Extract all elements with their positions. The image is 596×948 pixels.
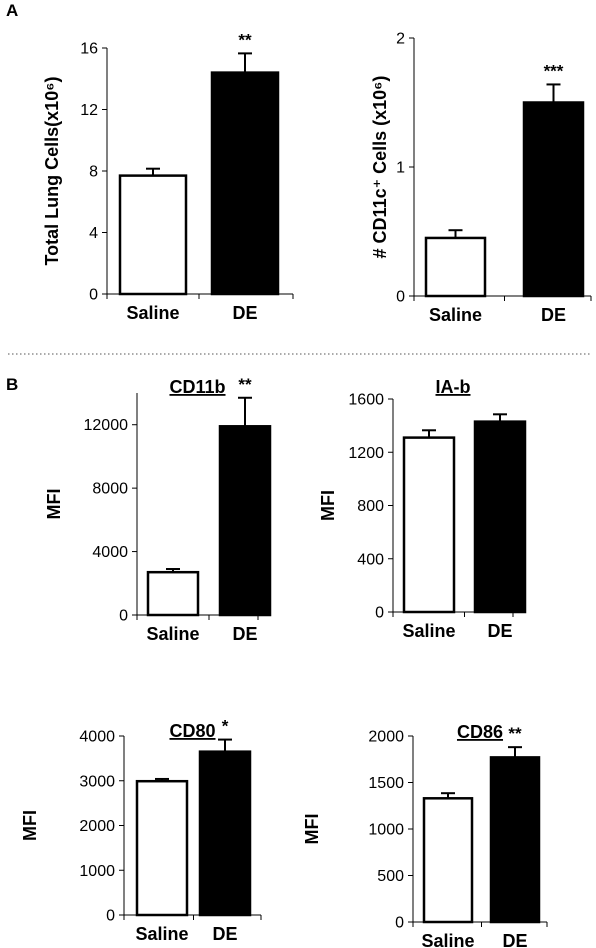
y-tick-label: 4000 bbox=[79, 729, 115, 746]
y-tick-label: 16 bbox=[80, 41, 98, 58]
y-tick-label: 1200 bbox=[348, 445, 384, 462]
y-tick-label: 12000 bbox=[84, 417, 129, 434]
x-tick-label: Saline bbox=[421, 931, 474, 948]
significance-label: ** bbox=[238, 30, 252, 49]
chart-1: 0 4 8 12 16 Saline ** DE Total Lung Cells(x10⁶) bbox=[42, 30, 294, 323]
bar-saline bbox=[402, 436, 456, 614]
y-axis-title: Total Lung Cells(x10⁶) bbox=[42, 77, 62, 266]
y-tick-label: 1500 bbox=[368, 775, 404, 792]
x-tick-label: DE bbox=[232, 624, 257, 644]
y-tick-label: 8000 bbox=[92, 481, 128, 498]
significance-label: *** bbox=[544, 61, 564, 80]
chart-title: CD80 bbox=[169, 721, 215, 741]
y-tick-label: 1600 bbox=[348, 392, 384, 409]
y-tick-label: 0 bbox=[396, 289, 405, 306]
bar-de bbox=[522, 101, 585, 298]
bar-saline bbox=[146, 570, 200, 617]
x-tick-label: Saline bbox=[402, 621, 455, 641]
x-tick-label: DE bbox=[541, 305, 566, 325]
x-tick-label: DE bbox=[212, 924, 237, 944]
y-tick-label: 400 bbox=[357, 551, 384, 568]
bar-de bbox=[489, 756, 541, 924]
significance-label: * bbox=[222, 717, 229, 736]
bar-de bbox=[473, 420, 527, 614]
x-tick-label: DE bbox=[487, 621, 512, 641]
y-tick-label: 4 bbox=[89, 225, 98, 242]
y-tick-label: 500 bbox=[377, 868, 404, 885]
y-tick-label: 1000 bbox=[368, 822, 404, 839]
x-tick-label: DE bbox=[232, 303, 257, 323]
significance-label: ** bbox=[238, 375, 252, 394]
significance-label: ** bbox=[508, 724, 522, 743]
panel-label-a: A bbox=[6, 1, 18, 20]
bar-de bbox=[198, 750, 252, 917]
chart-2: 0 1 2 Saline *** DE # CD11c⁺ Cells (x10⁶) bbox=[370, 31, 592, 325]
y-tick-label: 1 bbox=[396, 160, 405, 177]
y-axis-title: MFI bbox=[302, 814, 322, 845]
x-tick-label: Saline bbox=[429, 305, 482, 325]
y-tick-label: 2000 bbox=[79, 818, 115, 835]
y-axis-title: MFI bbox=[20, 810, 40, 841]
chart-5: 0 1000 2000 3000 4000 Saline * DE MFI CD80 bbox=[20, 717, 262, 944]
bar-saline bbox=[118, 174, 188, 296]
y-axis-title: MFI bbox=[318, 490, 338, 521]
chart-title: CD11b bbox=[169, 377, 225, 397]
y-tick-label: 1000 bbox=[79, 863, 115, 880]
y-tick-label: 2 bbox=[396, 31, 405, 48]
chart-4: 0 400 800 1200 1600 Saline DE MFI IA-b bbox=[318, 377, 527, 641]
y-tick-label: 0 bbox=[395, 915, 404, 932]
bar-saline bbox=[422, 797, 474, 924]
x-tick-label: Saline bbox=[126, 303, 179, 323]
panel-label-b: B bbox=[6, 375, 18, 394]
chart-title: IA-b bbox=[436, 377, 471, 397]
bar-saline bbox=[135, 779, 189, 917]
chart-6: 0 500 1000 1500 2000 Saline ** DE MFI CD86 bbox=[302, 722, 548, 948]
y-tick-label: 8 bbox=[89, 164, 98, 181]
bar-de bbox=[218, 425, 272, 617]
y-tick-label: 0 bbox=[106, 908, 115, 925]
y-tick-label: 2000 bbox=[368, 729, 404, 746]
chart-title: CD86 bbox=[457, 722, 503, 742]
y-axis-title: MFI bbox=[44, 489, 64, 520]
x-tick-label: Saline bbox=[146, 624, 199, 644]
y-tick-label: 4000 bbox=[92, 544, 128, 561]
y-tick-label: 0 bbox=[119, 608, 128, 625]
bar-saline bbox=[424, 236, 487, 298]
y-tick-label: 0 bbox=[375, 605, 384, 622]
x-tick-label: DE bbox=[502, 931, 527, 948]
x-tick-label: Saline bbox=[135, 924, 188, 944]
y-tick-label: 12 bbox=[80, 102, 98, 119]
y-tick-label: 800 bbox=[357, 498, 384, 515]
y-tick-label: 0 bbox=[89, 287, 98, 304]
chart-3: 0 4000 8000 12000 Saline ** DE MFI CD11b bbox=[44, 375, 272, 644]
y-axis-title: # CD11c⁺ Cells (x10⁶) bbox=[370, 76, 390, 259]
bar-de bbox=[210, 71, 280, 296]
y-tick-label: 3000 bbox=[79, 773, 115, 790]
